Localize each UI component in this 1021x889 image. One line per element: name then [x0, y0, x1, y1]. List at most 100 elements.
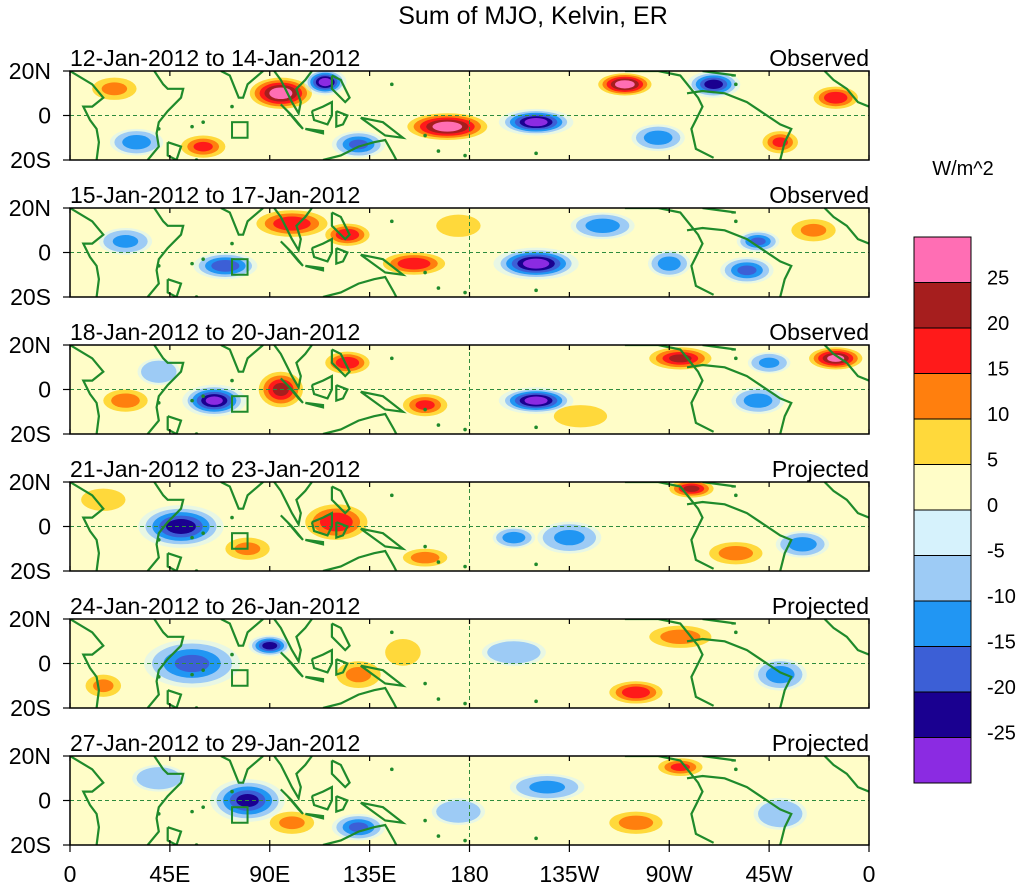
colorbar-tick-label: -25	[987, 723, 1016, 745]
contour-level	[524, 118, 548, 127]
panel-plot	[69, 207, 870, 298]
colorbar-swatch	[913, 464, 972, 511]
island	[230, 515, 234, 520]
contour-level	[758, 800, 803, 828]
contour-level	[737, 265, 757, 276]
contour-level	[683, 485, 700, 492]
coastline	[70, 482, 105, 571]
island	[734, 219, 738, 224]
island	[201, 668, 205, 672]
coastline	[310, 237, 333, 263]
coastline	[330, 759, 351, 789]
coastline	[823, 345, 869, 382]
island	[734, 82, 738, 87]
island	[201, 531, 205, 535]
region-box	[231, 806, 249, 824]
colorbar-swatch	[913, 737, 972, 784]
colorbar-swatch	[913, 373, 972, 420]
x-tick-label: 0	[64, 861, 77, 887]
coastline	[686, 774, 793, 845]
anomaly-blob	[537, 521, 602, 554]
coastline	[335, 247, 349, 266]
coastline	[702, 71, 736, 77]
coastline	[624, 482, 715, 570]
island	[390, 356, 394, 361]
island	[190, 398, 194, 403]
coastline	[166, 552, 183, 571]
coastline	[273, 482, 313, 528]
colorbar-swatch	[913, 282, 972, 329]
coastline	[330, 622, 351, 652]
colorbar: W/m^2 25 20 15 10 5 0 -5 -10 -15 -20 -25	[913, 158, 1016, 784]
island	[230, 104, 234, 109]
contour-level	[205, 396, 223, 405]
contour-level	[704, 79, 723, 90]
anomaly-blob	[431, 798, 486, 825]
anomaly-blob	[132, 764, 186, 792]
x-tick-label: 180	[450, 861, 488, 887]
anomaly-blob	[402, 393, 448, 417]
panel-date-range: 18-Jan-2012 to 20-Jan-2012	[70, 319, 360, 345]
island	[390, 82, 394, 87]
coastline	[305, 538, 325, 546]
contour-level	[585, 218, 620, 233]
coastline	[146, 756, 185, 845]
anomaly-blob	[331, 813, 386, 841]
anomaly-blob	[402, 548, 448, 567]
coastline	[166, 278, 183, 297]
island	[390, 493, 394, 498]
anomaly-blob	[509, 773, 585, 801]
anomaly-blob	[647, 250, 691, 277]
island	[436, 286, 441, 290]
island	[423, 133, 427, 138]
coastline	[624, 756, 715, 844]
colorbar-tick-label: 0	[987, 495, 998, 517]
anomaly-field	[81, 482, 830, 567]
island	[534, 425, 538, 430]
island	[156, 538, 161, 542]
contour-level	[765, 666, 795, 684]
island	[463, 427, 467, 432]
colorbar-swatch	[913, 691, 972, 738]
coastline	[335, 384, 349, 403]
coastline	[702, 482, 736, 488]
contour-level	[385, 639, 421, 666]
contour-level	[397, 257, 431, 270]
anomaly-blob	[180, 135, 226, 158]
panel-date-range: 21-Jan-2012 to 23-Jan-2012	[70, 456, 360, 482]
x-tick-label: 135W	[539, 861, 599, 887]
coastline	[322, 275, 398, 297]
coastline	[686, 363, 793, 434]
x-tick-label: 135E	[343, 861, 397, 887]
panel-type-label: Observed	[769, 182, 869, 208]
y-tick-label: 0	[38, 240, 51, 266]
island	[390, 630, 394, 635]
panel: 15-Jan-2012 to 17-Jan-2012 Observed 20N 0 20…	[9, 182, 870, 310]
anomaly-blob	[736, 230, 780, 253]
colorbar-tick-label: 15	[987, 359, 1009, 381]
coastline	[360, 390, 407, 414]
island	[463, 564, 467, 569]
island	[230, 652, 234, 657]
colorbar-swatch	[913, 327, 972, 374]
anomaly-blob	[553, 405, 608, 428]
island	[534, 699, 538, 704]
coastline	[273, 756, 313, 802]
coastline	[360, 116, 407, 140]
y-tick-label: 20S	[10, 284, 51, 310]
coastline	[360, 801, 407, 825]
coastline	[146, 208, 185, 297]
island	[463, 153, 467, 158]
coastline	[322, 549, 398, 571]
anomaly-blob	[269, 811, 315, 834]
island	[463, 290, 467, 295]
island	[201, 394, 205, 398]
coastline	[146, 345, 185, 434]
island	[390, 219, 394, 224]
coastline	[335, 658, 349, 677]
contour-level	[643, 130, 673, 145]
contour-level	[93, 679, 114, 693]
island	[436, 560, 441, 564]
anomaly-blob	[731, 387, 785, 414]
coastlines	[70, 345, 869, 434]
